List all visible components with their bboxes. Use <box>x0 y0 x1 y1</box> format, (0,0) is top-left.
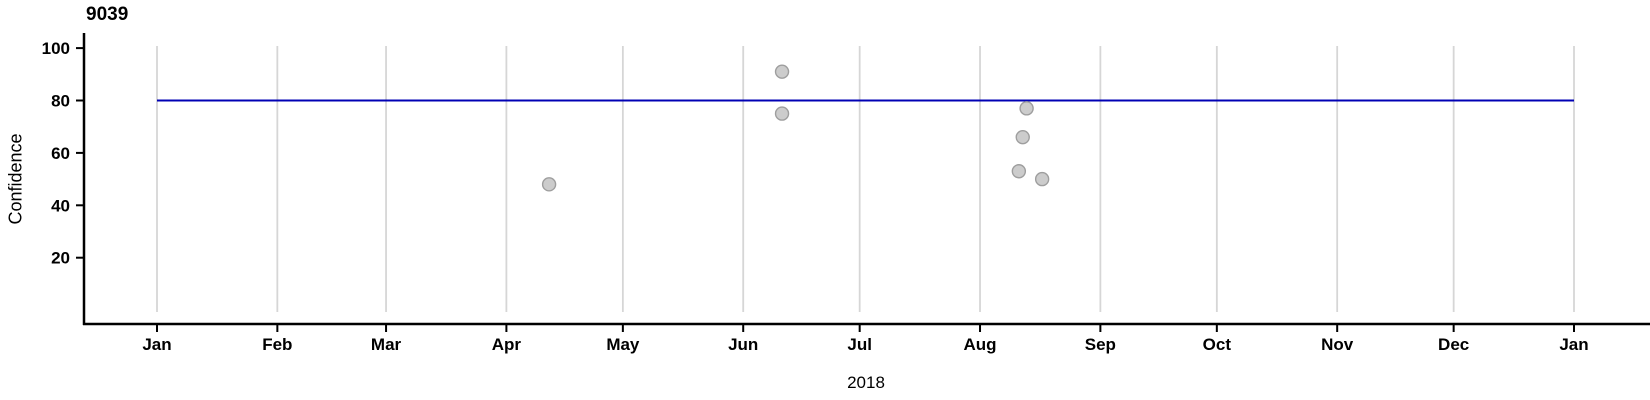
data-point <box>541 177 557 192</box>
x-tick-label: Nov <box>1321 335 1354 354</box>
y-tick-label: 40 <box>51 196 70 215</box>
y-tick-label: 80 <box>51 92 70 111</box>
x-tick-label: Apr <box>492 335 522 354</box>
x-tick-label: Sep <box>1085 335 1116 354</box>
x-tick-label: Dec <box>1438 335 1469 354</box>
data-point <box>774 106 790 121</box>
y-tick-label: 60 <box>51 144 70 163</box>
chart-title: 9039 <box>86 4 129 25</box>
x-tick-label: Mar <box>371 335 402 354</box>
y-tick-label: 100 <box>42 39 70 58</box>
x-tick-label: Jan <box>142 335 171 354</box>
x-tick-label: Jan <box>1559 335 1588 354</box>
x-tick-label: May <box>606 335 640 354</box>
x-tick-label: Feb <box>262 335 292 354</box>
data-point <box>1034 171 1050 187</box>
x-tick-label: Jun <box>728 335 758 354</box>
x-tick-label: Jul <box>847 335 872 354</box>
y-tick-label: 20 <box>51 249 70 268</box>
x-tick-label: Aug <box>964 335 997 354</box>
data-point <box>1011 164 1027 179</box>
data-point <box>774 64 790 79</box>
data-point <box>1019 101 1034 116</box>
data-point <box>1015 129 1030 145</box>
x-tick-label: Oct <box>1203 335 1232 354</box>
x-axis-title: 2018 <box>847 373 885 392</box>
